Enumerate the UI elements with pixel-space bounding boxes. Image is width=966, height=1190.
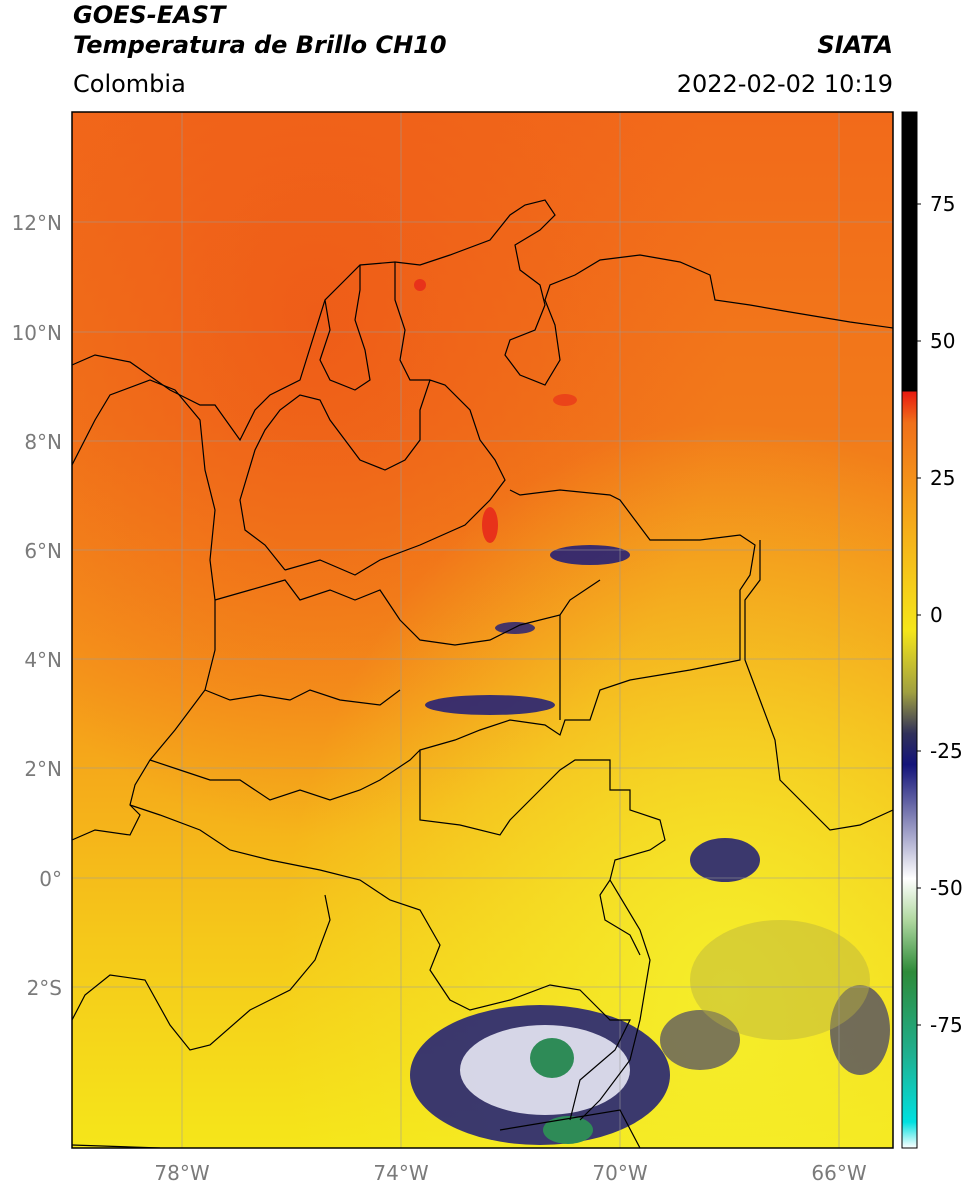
peru-brazil-border (579, 879, 651, 1121)
cold-cloud-1 (550, 545, 630, 565)
political-boundaries (72, 199, 893, 1148)
datetime-label: 2022-02-02 10:19 (676, 70, 893, 98)
hot-spot-1 (414, 279, 426, 291)
product-title: Temperatura de Brillo CH10 (73, 31, 447, 59)
lat-tick-label: 4°N (24, 648, 62, 672)
lat-tick-label: 8°N (24, 430, 62, 454)
mid-cloud-1 (690, 920, 870, 1040)
hot-spot-3 (553, 394, 577, 406)
cold-cloud-6 (830, 985, 890, 1075)
cold-cloud-4 (690, 838, 760, 882)
cold-cloud-2 (425, 695, 555, 715)
overshooting-top-1 (530, 1038, 574, 1078)
lat-tick-label: 0° (39, 867, 62, 891)
yellow-region-southeast (72, 112, 893, 1148)
lat-tick-label: 2°N (24, 757, 62, 781)
colorbar-tick-label: 25 (930, 466, 955, 490)
colorbar-tick-label: -25 (930, 739, 963, 763)
colombia-border-south (129, 804, 631, 1121)
title-block: GOES-EAST Temperatura de Brillo CH10 (73, 0, 447, 60)
colorbar-tick-label: 50 (930, 329, 955, 353)
colorbar-tick-label: 75 (930, 192, 955, 216)
lon-tick-label: 78°W (154, 1161, 209, 1185)
lat-tick-label: 10°N (12, 321, 62, 345)
lat-tick-label: 12°N (12, 211, 62, 235)
venezuela-brazil-border (744, 540, 893, 831)
colorbar-ticks (917, 203, 921, 1026)
coastline-caribbean (72, 199, 893, 442)
region-label: Colombia (73, 70, 186, 98)
department-boundaries-caribbean-2 (394, 262, 430, 381)
lat-tick-label: 6°N (24, 539, 62, 563)
coastline-pacific (72, 379, 216, 841)
satellite-title: GOES-EAST (73, 1, 226, 29)
longitude-labels: 78°W 74°W 70°W 66°W (154, 1161, 866, 1185)
colombia-border-east (419, 489, 756, 956)
colorbar-frame (901, 111, 918, 1149)
hot-spot-2 (482, 507, 498, 543)
source-label: SIATA (817, 31, 893, 59)
colorbar-tick-label: 0 (930, 603, 943, 627)
colorbar-tick-label: -50 (930, 876, 963, 900)
department-boundaries-south-1 (204, 689, 401, 706)
gridlines (72, 112, 893, 1148)
department-boundaries-south-2 (149, 749, 421, 801)
lon-tick-label: 66°W (811, 1161, 866, 1185)
department-boundaries-caribbean (319, 265, 371, 391)
satellite-image (72, 112, 893, 1148)
coastline-ecuador-peru (72, 894, 331, 1051)
latitude-labels: 12°N 10°N 8°N 6°N 4°N 2°N 0° 2°S (12, 211, 62, 1000)
lon-tick-label: 70°W (592, 1161, 647, 1185)
lon-tick-label: 74°W (373, 1161, 428, 1185)
colorbar-gradient (902, 112, 917, 1148)
map-frame (71, 111, 894, 1149)
department-boundaries-north (239, 379, 506, 576)
cold-cloud-5 (660, 1010, 740, 1070)
colorbar-tick-label: -75 (930, 1013, 963, 1037)
lat-tick-label: 2°S (27, 976, 62, 1000)
colorbar: 75 50 25 0 -25 -50 -75 (901, 111, 963, 1149)
department-boundaries-central (214, 579, 601, 646)
overshooting-top-2 (543, 1116, 593, 1144)
